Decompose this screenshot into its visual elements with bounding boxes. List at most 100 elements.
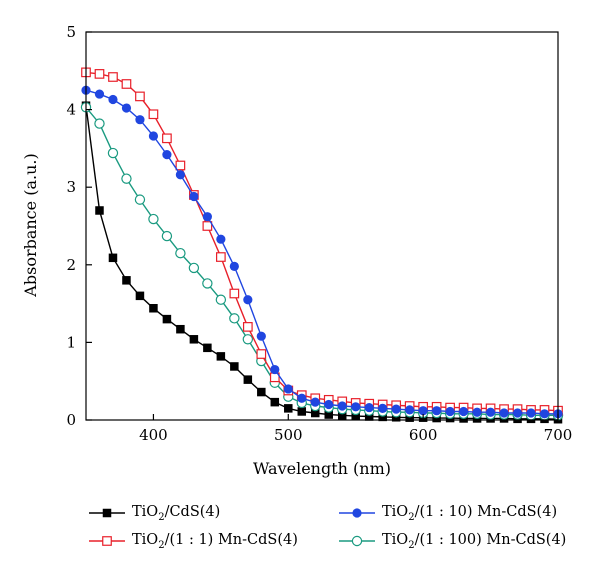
data-point: [149, 304, 158, 313]
y-tick-label: 5: [66, 23, 76, 41]
data-point: [391, 404, 401, 414]
legend-swatch: [339, 508, 375, 518]
data-point: [378, 403, 388, 413]
data-point: [472, 407, 482, 417]
data-point: [216, 252, 226, 262]
data-point: [526, 408, 536, 418]
legend-label: TiO2/(1 : 10) Mn-CdS(4): [382, 503, 558, 523]
plot-frame: [85, 31, 559, 421]
data-point: [148, 131, 159, 141]
data-point: [175, 160, 186, 171]
data-point: [148, 213, 159, 225]
data-point: [243, 375, 253, 384]
data-point: [122, 276, 131, 285]
data-point: [121, 103, 132, 113]
series-3: [81, 85, 563, 419]
data-point: [162, 150, 172, 160]
data-point: [445, 406, 455, 417]
data-point: [485, 407, 496, 417]
data-point: [94, 69, 105, 79]
data-point: [229, 261, 239, 271]
series-layer: [80, 67, 564, 424]
data-point: [176, 324, 185, 334]
data-point: [189, 335, 199, 344]
data-point: [337, 401, 347, 411]
data-point: [512, 408, 523, 418]
data-point: [378, 412, 387, 422]
data-point: [284, 404, 293, 413]
legend-swatch-marker: [102, 536, 112, 546]
y-tick-label: 4: [66, 101, 76, 119]
legend-label: TiO2/(1 : 100) Mn-CdS(4): [382, 531, 567, 551]
series-1: [81, 101, 563, 424]
data-point: [257, 387, 266, 397]
legend-swatch: [339, 535, 375, 547]
data-point: [121, 79, 132, 89]
absorbance-chart: 400 500 600 700 0 1 2 3 4 5 Wavelength (nm) Absor…: [21, 23, 573, 478]
data-point: [189, 191, 199, 202]
data-point: [405, 405, 415, 415]
data-point: [216, 352, 226, 361]
legend-swatch-marker: [102, 508, 112, 518]
legend-item: TiO2/(1 : 100) Mn-CdS(4): [338, 530, 566, 552]
data-point: [283, 384, 293, 394]
data-point: [459, 406, 469, 417]
data-point: [351, 411, 360, 421]
legend: TiO2/CdS(4) TiO2/(1 : 1) Mn-CdS(4) TiO2/(1…: [0, 488, 600, 564]
legend-item: TiO2/(1 : 10) Mn-CdS(4): [338, 502, 557, 524]
data-point: [135, 291, 145, 301]
y-axis-label: Absorbance (a.u.): [21, 153, 40, 297]
data-point: [107, 147, 119, 159]
data-point: [242, 322, 253, 332]
data-point: [230, 362, 239, 371]
data-point: [94, 89, 105, 99]
series-4: [80, 102, 564, 421]
data-point: [121, 173, 132, 184]
data-point: [134, 194, 146, 205]
data-point: [202, 278, 213, 289]
x-tick-label: 700: [544, 426, 573, 444]
data-point: [108, 72, 118, 82]
data-point: [188, 262, 200, 274]
legend-swatch-marker: [351, 535, 363, 547]
data-point: [364, 412, 374, 421]
data-point: [161, 230, 173, 242]
data-point: [175, 247, 186, 259]
series-line: [85, 105, 559, 420]
data-point: [324, 399, 334, 410]
data-point: [148, 109, 159, 120]
data-point: [311, 408, 320, 418]
data-point: [175, 170, 185, 180]
y-tick-label: 3: [66, 178, 76, 196]
data-point: [310, 397, 320, 407]
y-tick-label: 2: [66, 256, 76, 274]
x-tick-label: 600: [409, 426, 438, 444]
data-point: [297, 393, 307, 403]
data-point: [215, 294, 227, 305]
series-line: [85, 71, 559, 412]
data-point: [202, 212, 212, 222]
data-point: [499, 408, 509, 418]
legend-label: TiO2/(1 : 1) Mn-CdS(4): [132, 531, 298, 551]
legend-label: TiO2/CdS(4): [132, 503, 221, 523]
legend-swatch-marker: [352, 508, 362, 518]
data-point: [405, 413, 414, 422]
data-point: [95, 206, 104, 215]
legend-swatch: [89, 536, 125, 546]
y-tick-label: 0: [66, 411, 76, 429]
legend-item: TiO2/CdS(4): [88, 502, 220, 524]
x-tick-label: 500: [274, 426, 303, 444]
data-point: [418, 406, 428, 416]
series-2: [81, 67, 563, 416]
data-point: [216, 234, 226, 244]
data-point: [364, 402, 374, 413]
series-line: [85, 106, 558, 416]
data-point: [297, 407, 307, 416]
data-point: [202, 221, 213, 231]
data-point: [351, 402, 361, 412]
data-point: [162, 133, 172, 144]
data-point: [108, 253, 118, 263]
data-point: [432, 406, 442, 416]
data-point: [539, 409, 550, 419]
data-point: [256, 331, 266, 341]
